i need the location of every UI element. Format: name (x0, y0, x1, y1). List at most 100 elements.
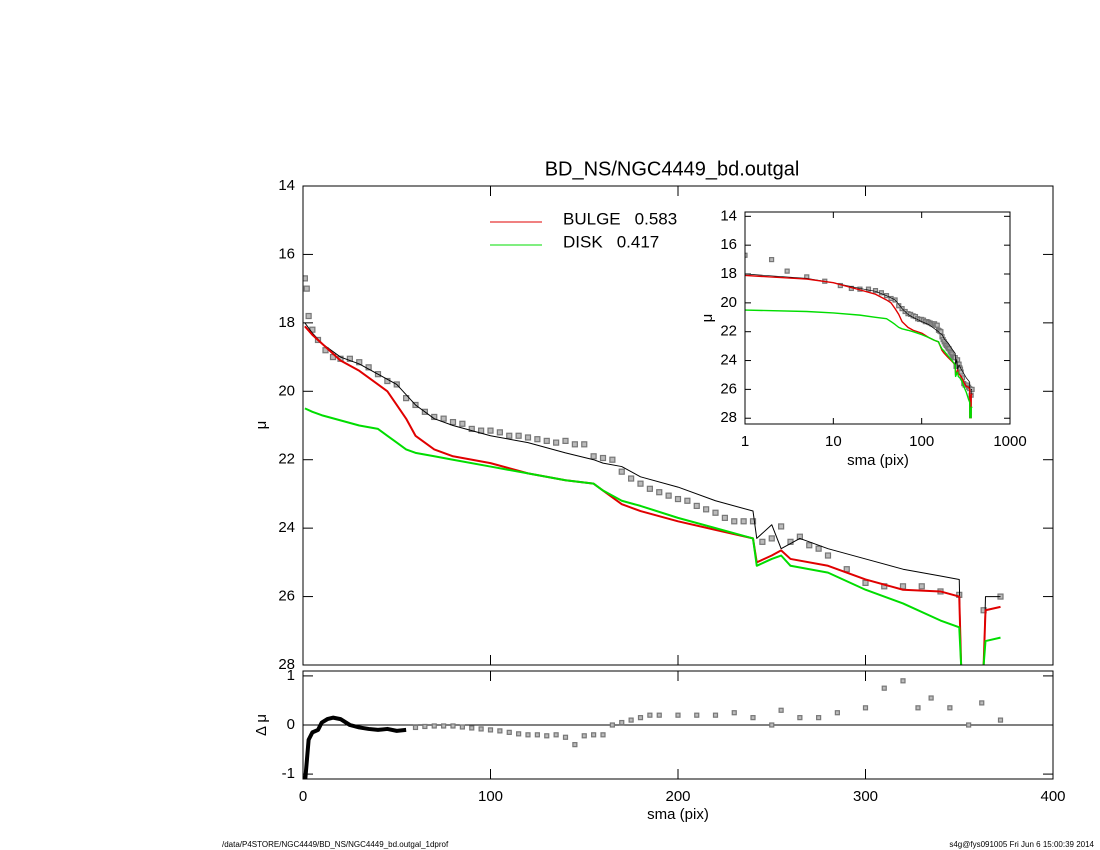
data-layer (745, 252, 975, 419)
x-tick-label: 1 (741, 433, 749, 450)
data-point (881, 685, 887, 691)
y-tick-label: 1 (287, 667, 295, 684)
y-tick-label: 16 (720, 236, 737, 253)
data-point (590, 453, 597, 460)
data-point (918, 583, 925, 590)
data-point (979, 700, 985, 706)
legend-fraction: 0.583 (635, 209, 678, 228)
footer-right: s4g@fys091005 Fri Jun 6 15:00:39 2014 (949, 840, 1094, 849)
data-point (665, 492, 672, 499)
data-point (834, 710, 840, 716)
data-point (768, 256, 775, 263)
data-point (506, 432, 513, 439)
y-tick-label: 24 (720, 352, 737, 369)
data-point (618, 468, 625, 475)
data-point (997, 717, 1004, 723)
data-point (928, 695, 934, 701)
x-tick-label: 200 (665, 788, 690, 805)
data-point (600, 732, 606, 738)
series-line (303, 715, 407, 779)
y-tick-label: 26 (720, 380, 737, 397)
x-tick-label: 300 (853, 788, 878, 805)
y-tick-label: 18 (278, 314, 295, 331)
series-line (745, 309, 973, 419)
data-layer (303, 275, 1004, 665)
data-point (824, 552, 832, 559)
data-point (581, 733, 587, 739)
data-point (469, 725, 475, 731)
data-point (459, 724, 465, 730)
y-tick-label: 16 (278, 245, 295, 262)
data-point (712, 712, 719, 718)
data-point (796, 533, 803, 540)
data-point (759, 538, 766, 545)
y-axis-label: Δ μ (253, 714, 270, 736)
data-point (534, 732, 540, 738)
data-point (865, 286, 872, 292)
data-point (506, 729, 512, 735)
data-point (449, 418, 457, 426)
y-tick-label: 0 (287, 716, 295, 733)
y-tick-label: -1 (282, 765, 295, 782)
data-point (693, 502, 700, 510)
data-point (656, 712, 662, 718)
data-point (947, 705, 953, 711)
data-point (619, 719, 625, 726)
data-point (694, 712, 700, 718)
data-point (778, 707, 784, 713)
data-point (797, 715, 803, 721)
data-point (784, 268, 790, 274)
data-point (346, 355, 353, 362)
data-point (966, 722, 972, 728)
data-point (731, 518, 738, 525)
inset-x-axis-label: sma (pix) (847, 452, 909, 469)
panel-frame (302, 670, 1054, 780)
data-point (553, 439, 560, 446)
y-axis-label: μ (253, 421, 270, 430)
panel-frame (744, 211, 1011, 425)
data-point (740, 518, 747, 525)
data-layer (303, 678, 1004, 779)
x-tick-label: 10 (825, 433, 842, 450)
data-point (969, 386, 975, 392)
data-point (647, 712, 653, 718)
data-point (862, 579, 869, 586)
data-point (525, 732, 531, 738)
data-point (534, 436, 541, 443)
y-tick-label: 14 (720, 207, 737, 224)
data-point (806, 542, 813, 549)
data-point (497, 728, 503, 734)
panel-frame (302, 185, 1054, 666)
data-point (915, 705, 921, 711)
y-tick-label: 28 (720, 409, 737, 426)
data-point (745, 252, 748, 258)
data-point (769, 722, 775, 728)
y-tick-label: 28 (278, 656, 295, 673)
data-point (637, 715, 644, 721)
x-tick-label: 1000 (993, 433, 1026, 450)
x-tick-label: 100 (909, 433, 934, 450)
data-point (684, 497, 691, 504)
data-point (900, 678, 906, 684)
series-line (304, 407, 1001, 665)
data-point (591, 732, 597, 738)
data-point (778, 523, 785, 530)
data-point (896, 303, 902, 309)
data-point (581, 441, 588, 448)
x-axis-label: sma (pix) (647, 806, 709, 823)
data-point (571, 441, 578, 448)
y-tick-label: 20 (720, 294, 737, 311)
data-point (934, 322, 940, 328)
data-point (487, 727, 494, 733)
y-tick-label: 26 (278, 588, 295, 605)
legend-label: BULGE (563, 209, 621, 228)
data-point (572, 742, 578, 748)
data-point (562, 734, 569, 740)
y-tick-label: 22 (720, 323, 737, 340)
data-point (516, 731, 522, 737)
y-tick-label: 24 (278, 519, 295, 536)
x-tick-label: 100 (478, 788, 503, 805)
